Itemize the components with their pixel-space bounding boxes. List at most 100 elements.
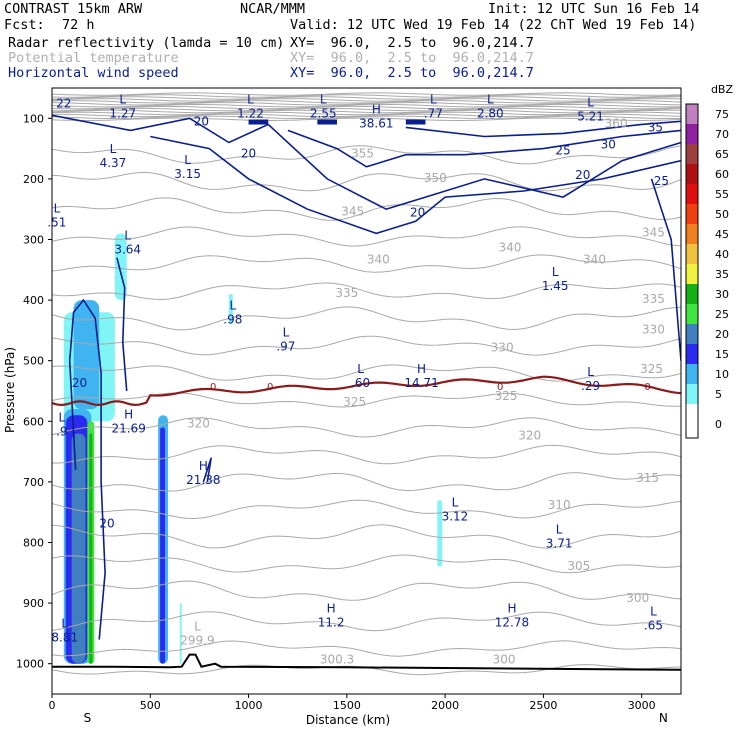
extremum-value-label: 11.2 xyxy=(318,615,345,629)
jet-core xyxy=(317,119,338,125)
theta-contour-label: 300 xyxy=(493,653,516,667)
colorbar-tick-label: 25 xyxy=(715,308,729,321)
theta-contour-line xyxy=(52,171,681,192)
reflectivity-fill xyxy=(63,233,443,664)
theta-contour-line xyxy=(52,104,681,108)
colorbar-tick-label: 15 xyxy=(715,348,729,361)
axes: 0 500 1000 1500 2000 2500 30001002003004005006… xyxy=(16,112,668,725)
extremum-value-label: 299.9 xyxy=(180,633,214,647)
south-label: S xyxy=(84,711,92,725)
theta-contour-line xyxy=(52,554,681,574)
wind-contours xyxy=(52,114,681,640)
freezing-level-label: 0 xyxy=(644,382,650,393)
extremum-type-label: H xyxy=(199,459,208,473)
theta-contour-label: 340 xyxy=(583,253,606,267)
theta-contour-label: 355 xyxy=(351,147,374,161)
x-tick-label: 1000 xyxy=(235,699,263,712)
x-tick-label: 1500 xyxy=(333,699,361,712)
extremum-type-label: L xyxy=(587,95,594,109)
colorbar-swatch xyxy=(686,324,698,344)
theta-contour-line xyxy=(52,105,681,110)
extremum-value-label: 5.21 xyxy=(577,109,604,123)
extremum-type-label: L xyxy=(58,410,65,424)
x-tick-label: 0 xyxy=(49,699,56,712)
extremum-value-label: 38.61 xyxy=(359,117,393,131)
colorbar-swatch xyxy=(686,284,698,304)
extremum-value-label: .98 xyxy=(223,312,242,326)
extremum-value-label: .9 xyxy=(56,424,67,438)
extremum-type-label: H xyxy=(372,103,381,117)
extremum-type-label: H xyxy=(124,407,133,421)
theta-contour-label: 340 xyxy=(499,241,522,255)
wind-contour-label: 22 xyxy=(56,96,71,110)
wind-contour-line xyxy=(52,114,681,211)
colorbar-frame xyxy=(685,103,699,439)
theta-contour-label: 300 xyxy=(626,591,649,605)
colorbar-tick-label: 35 xyxy=(715,268,729,281)
theta-contour-line xyxy=(52,101,681,106)
extremum-value-label: 21.38 xyxy=(186,473,220,487)
y-tick-label: 700 xyxy=(23,476,44,489)
wind-contour-label: 35 xyxy=(648,121,663,135)
theta-contour-line xyxy=(52,524,681,549)
extremum-type-label: L xyxy=(119,92,126,106)
colorbar-tick-label: 65 xyxy=(715,148,729,161)
theta-contour-label: 335 xyxy=(335,286,358,300)
colorbar-swatch xyxy=(686,104,698,124)
wind-contour-label: 20 xyxy=(194,115,209,129)
extremum-value-label: .97 xyxy=(276,340,295,354)
x-tick-label: 2000 xyxy=(431,699,459,712)
fcst-value: 72 h xyxy=(62,17,95,33)
theta-contour-line xyxy=(52,392,681,408)
freezing-level-label: 0 xyxy=(497,382,503,393)
theta-contour-label: 345 xyxy=(642,225,665,239)
wind-contour-line xyxy=(405,120,681,138)
theta-contour-line xyxy=(52,640,681,657)
wind-contour-label: 30 xyxy=(601,138,616,152)
x-axis-title: Distance (km) xyxy=(306,713,390,727)
jet-core xyxy=(405,119,426,125)
extremum-type-label: L xyxy=(194,619,201,633)
extremum-value-label: 8.81 xyxy=(51,630,78,644)
x-tick-label: 500 xyxy=(140,699,161,712)
extremum-type-label: L xyxy=(650,604,657,618)
theta-contour-label: 315 xyxy=(636,471,659,485)
extremum-value-label: 1.22 xyxy=(237,106,264,120)
x-tick-label: 2500 xyxy=(529,699,557,712)
y-tick-label: 500 xyxy=(23,355,44,368)
y-tick-label: 800 xyxy=(23,537,44,550)
extremum-type-label: L xyxy=(110,142,117,156)
extremum-value-label: 3.64 xyxy=(114,243,141,257)
wind-contour-label: 20 xyxy=(575,168,590,182)
y-tick-label: 300 xyxy=(23,234,44,247)
theta-contour-label: 300.3 xyxy=(320,653,354,667)
colorbar-swatch xyxy=(686,264,698,284)
colorbar-swatch xyxy=(686,404,698,424)
refl-light-cells xyxy=(437,500,443,567)
extremum-value-label: 3.15 xyxy=(174,167,201,181)
colorbar-unit: dBZ xyxy=(711,83,734,96)
extremum-type-label: L xyxy=(247,92,254,106)
theta-contour-label: 360 xyxy=(605,116,628,130)
wind-contour-label: 20 xyxy=(241,147,256,161)
extremum-value-label: 21.69 xyxy=(111,421,145,435)
theta-contour-line xyxy=(52,94,681,98)
freezing-level: 0 0 0 0 xyxy=(52,375,681,407)
theta-contour-line xyxy=(52,282,681,301)
extremum-type-label: L xyxy=(184,153,191,167)
refl-light-cells xyxy=(228,294,233,325)
theta-contour-line xyxy=(52,109,681,114)
wind-contour-label: 20 xyxy=(99,516,114,530)
theta-contour-line xyxy=(52,499,681,520)
refl-light-cells xyxy=(179,603,182,664)
theta-contour-line xyxy=(52,335,681,356)
extremum-value-label: 1.27 xyxy=(109,106,136,120)
field3-name: Horizontal wind speed xyxy=(8,65,179,81)
wind-contour-label: 25 xyxy=(555,144,570,158)
wind-contour-line xyxy=(116,257,128,392)
theta-contour-line xyxy=(52,115,681,119)
colorbar-swatch xyxy=(686,344,698,364)
theta-contour-line xyxy=(52,364,681,382)
theta-contour-line xyxy=(52,113,681,118)
